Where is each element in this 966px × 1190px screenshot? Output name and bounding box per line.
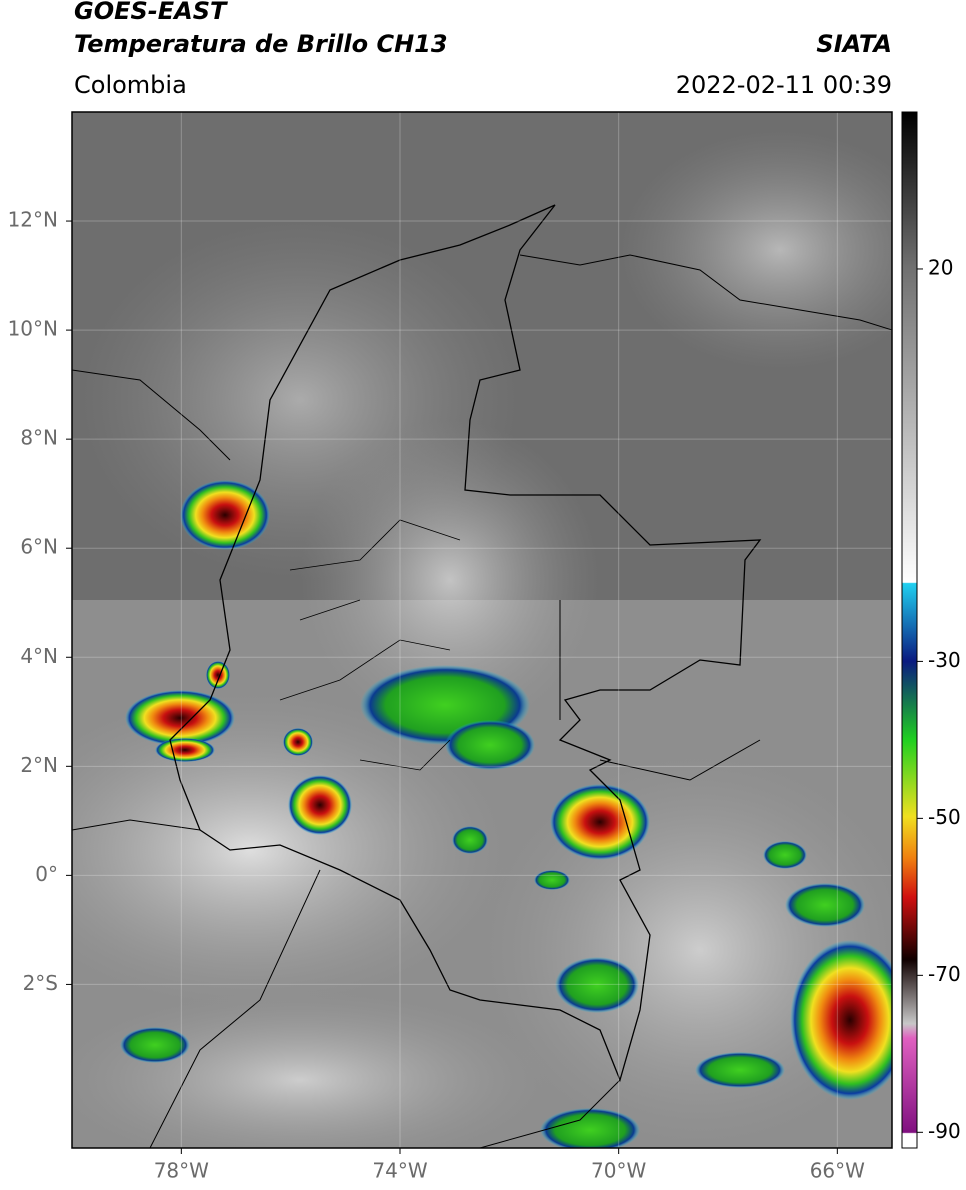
source: SIATA bbox=[816, 30, 892, 58]
colorbar-tick-label: 20 bbox=[928, 255, 953, 279]
region: Colombia bbox=[74, 71, 187, 99]
lat-tick-label: 12°N bbox=[8, 208, 58, 232]
map-frame bbox=[71, 111, 893, 1149]
lat-tick-label: 6°N bbox=[20, 535, 58, 559]
lat-tick-label: 4°N bbox=[20, 644, 58, 668]
colorbar-tick-label: -90 bbox=[928, 1119, 961, 1143]
subtitle: Temperatura de Brillo CH13 bbox=[74, 30, 448, 58]
lat-tick-label: 10°N bbox=[8, 317, 58, 341]
datetime: 2022-02-11 00:39 bbox=[676, 71, 892, 99]
lat-tick-label: 8°N bbox=[20, 426, 58, 450]
lat-tick-label: 2°N bbox=[20, 753, 58, 777]
lon-tick-label: 74°W bbox=[372, 1159, 427, 1183]
colorbar bbox=[901, 111, 918, 1149]
lat-tick-label: 0° bbox=[35, 862, 58, 886]
lat-tick-label: 2°S bbox=[23, 971, 58, 995]
lon-tick-label: 66°W bbox=[810, 1159, 865, 1183]
satellite-image bbox=[72, 112, 892, 1148]
colorbar-tick-label: -30 bbox=[928, 648, 961, 672]
colorbar-tick-label: -70 bbox=[928, 962, 961, 986]
colorbar-tick-label: -50 bbox=[928, 805, 961, 829]
title: GOES-EAST bbox=[74, 0, 228, 25]
graticule bbox=[72, 112, 892, 1148]
lon-tick-label: 70°W bbox=[591, 1159, 646, 1183]
lon-tick-label: 78°W bbox=[154, 1159, 209, 1183]
